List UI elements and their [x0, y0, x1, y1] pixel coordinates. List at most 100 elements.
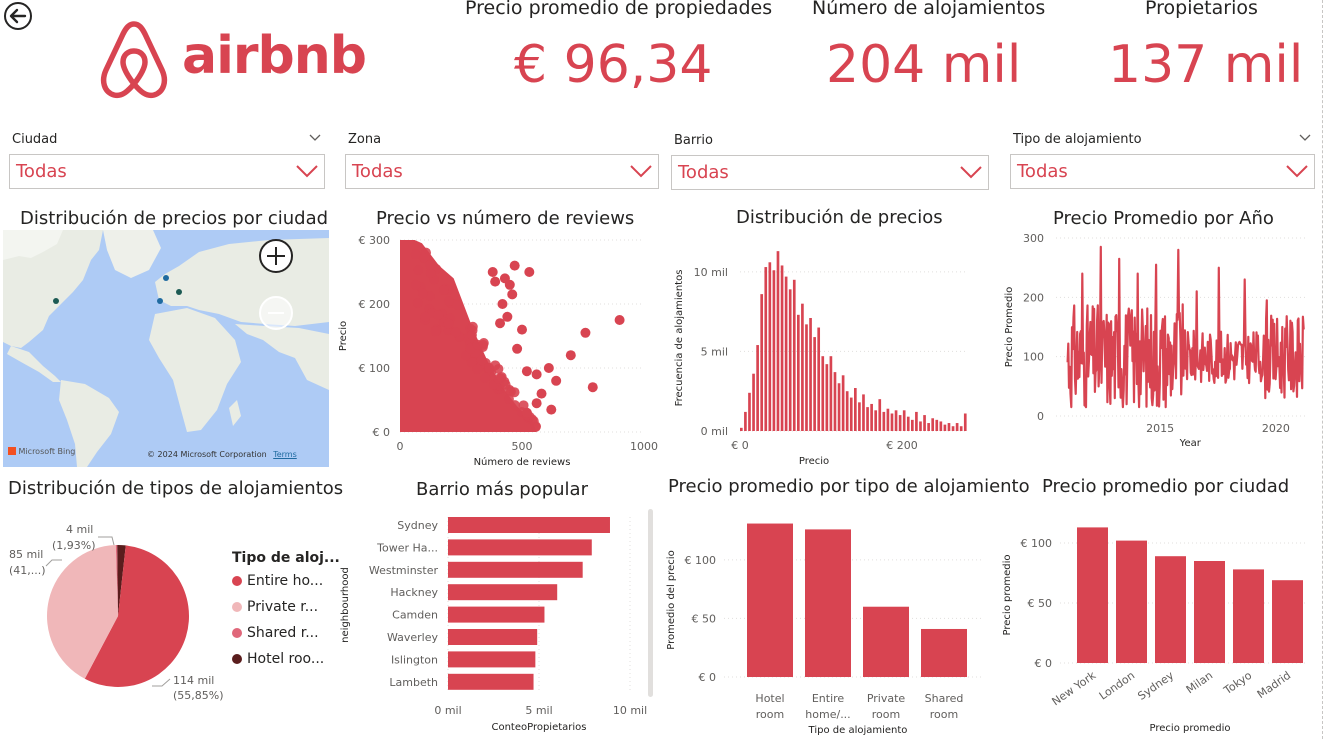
- scatter-point: [531, 369, 542, 380]
- histogram-bar: [784, 276, 788, 431]
- kpi-value-precio: € 96,34: [514, 35, 713, 95]
- zoom-in-button[interactable]: [259, 239, 293, 273]
- y-tick-label: Tower Ha...: [376, 541, 438, 554]
- legend-item[interactable]: Hotel roo...: [232, 651, 340, 667]
- bar: [1194, 561, 1225, 663]
- bar: [921, 628, 967, 677]
- histogram-bar: [797, 314, 800, 431]
- scatter-point: [452, 299, 463, 310]
- histogram-bar: [813, 337, 816, 431]
- pie-chart[interactable]: 114 mil (55,85%) 85 mil (41,...) 4 mil (1,93%…: [0, 508, 230, 708]
- legend-item[interactable]: Shared r...: [232, 625, 340, 641]
- map-visual[interactable]: Microsoft Bing © 2024 Microsoft Corporat…: [3, 230, 329, 467]
- copyright-text: © 2024 Microsoft Corporation: [147, 450, 267, 459]
- slicer-value: Todas: [678, 162, 729, 183]
- x-tick-label: € 200: [886, 439, 918, 452]
- airbnb-belo-icon: [100, 21, 168, 99]
- x-tick-label: 0 mil: [434, 704, 461, 717]
- x-tick-label: Milan: [1184, 669, 1215, 696]
- kpi-label-alojamientos: Número de alojamientos: [812, 0, 1046, 19]
- chevron-down-icon: [296, 165, 318, 178]
- scatter-title: Precio vs número de reviews: [376, 208, 635, 229]
- scatter-point: [412, 297, 423, 308]
- scatter-point: [466, 357, 477, 368]
- x-tick-label: New York: [1049, 668, 1098, 708]
- y-tick-label: Lambeth: [389, 676, 438, 689]
- leader-line: [45, 559, 62, 567]
- histogram-bar: [862, 394, 865, 431]
- y-tick-label: Hackney: [390, 586, 438, 599]
- pie-title: Distribución de tipos de alojamientos: [8, 478, 344, 499]
- airbnb-logo: airbnb: [98, 20, 367, 100]
- barrio-chart[interactable]: 0 mil 5 mil 10 mil Sydney Tower Ha... Westmin…: [336, 505, 648, 737]
- year-line-chart[interactable]: 0 100 200 300 2015 2020 Year Precio Promedio: [996, 228, 1314, 458]
- histogram-bar: [792, 279, 796, 431]
- x-tick-label: Madrid: [1255, 669, 1293, 701]
- slicer-dropdown[interactable]: Todas: [345, 154, 659, 189]
- scatter-point: [466, 330, 477, 341]
- map-marker-london[interactable]: [163, 275, 169, 281]
- bar: [1077, 527, 1108, 663]
- y-tick-label: € 50: [1028, 597, 1053, 610]
- x-tick-label: Private: [867, 692, 906, 705]
- x-tick-label: 500: [512, 440, 533, 453]
- histogram-bar: [878, 399, 882, 431]
- slicer-header-chevron-icon[interactable]: [1299, 134, 1311, 142]
- y-axis-label: Promedio del precio: [666, 550, 677, 649]
- slicer-value: Todas: [1017, 161, 1068, 182]
- histogram-bar: [821, 356, 825, 431]
- legend-item[interactable]: Entire ho...: [232, 573, 340, 589]
- x-tick-label: home/...: [805, 708, 850, 721]
- legend-item[interactable]: Private r...: [232, 599, 340, 615]
- histogram-bar: [890, 413, 894, 431]
- histogram-chart[interactable]: 0 mil 5 mil 10 mil € 0 € 200 Precio Frecuencia…: [668, 228, 983, 470]
- slicer-dropdown[interactable]: Todas: [9, 154, 325, 189]
- histogram-bar: [931, 418, 935, 431]
- histogram-bar: [947, 423, 951, 431]
- histogram-bar: [809, 317, 812, 431]
- kpi-label-propietarios: Propietarios: [1145, 0, 1258, 19]
- slicer-dropdown[interactable]: Todas: [671, 155, 989, 190]
- zoom-out-button[interactable]: [259, 296, 293, 330]
- back-button[interactable]: [3, 1, 33, 31]
- map-marker-madrid[interactable]: [157, 298, 163, 304]
- histogram-bar: [915, 411, 918, 431]
- map-marker-new-york[interactable]: [53, 298, 59, 304]
- data-label: (55,85%): [173, 689, 224, 702]
- x-tick-label: room: [872, 708, 900, 721]
- x-axis-label: Número de reviews: [474, 456, 571, 468]
- scatter-point: [417, 288, 428, 299]
- scatter-point: [413, 265, 424, 276]
- map-marker-milan[interactable]: [176, 289, 182, 295]
- bar: [1116, 540, 1147, 663]
- bar: [448, 606, 545, 623]
- back-arrow-icon: [4, 2, 32, 30]
- leader-line: [98, 536, 115, 546]
- slicer-header-chevron-icon[interactable]: [309, 134, 321, 142]
- slicer-dropdown[interactable]: Todas: [1010, 154, 1315, 189]
- histogram-bar: [955, 423, 959, 431]
- scatter-point: [614, 315, 625, 325]
- histogram-bar: [963, 413, 967, 431]
- barrio-scrollbar[interactable]: [648, 509, 653, 697]
- scatter-point: [410, 279, 421, 290]
- histogram-bar: [935, 419, 939, 431]
- scatter-point: [536, 388, 547, 399]
- slicer-label: Tipo de alojamiento: [1013, 132, 1142, 147]
- scatter-point: [424, 259, 435, 270]
- scatter-chart[interactable]: € 0 € 100 € 200 € 300 0 500 1000 Número de revi…: [338, 228, 658, 470]
- scatter-point: [476, 355, 487, 366]
- y-tick-label: € 0: [699, 671, 717, 684]
- tipo-chart[interactable]: € 0 € 50 € 100 Hotel room Entire home/... Priva…: [662, 505, 992, 737]
- scatter-point: [487, 267, 498, 277]
- terms-link[interactable]: Terms: [273, 450, 297, 459]
- histogram-bar: [845, 391, 849, 431]
- scatter-point: [524, 267, 535, 277]
- pie-slice: [47, 545, 119, 679]
- y-tick-label: € 100: [1021, 537, 1053, 550]
- y-tick-label: € 300: [359, 234, 391, 247]
- kpi-label-precio: Precio promedio de propiedades: [465, 0, 773, 19]
- y-tick-label: € 50: [692, 612, 717, 625]
- x-tick-label: 0: [397, 440, 404, 453]
